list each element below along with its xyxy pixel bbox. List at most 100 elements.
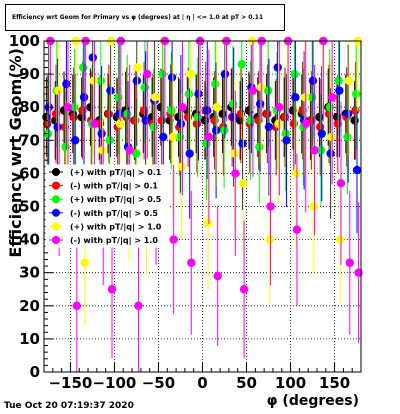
data-point-1-27 [280,112,290,122]
y-tick-label-8: 80 [19,98,40,116]
y-tick-label-10: 100 [9,32,40,50]
data-point-3-10 [132,76,142,85]
x-axis-label: φ (degrees) [267,393,359,409]
legend-box [45,164,169,248]
data-point-4-10 [133,63,142,72]
data-point-3-32 [326,149,335,158]
legend-label-0: (+) with pT/|q| > 0.1 [70,168,162,177]
data-point-4-26 [274,119,283,128]
data-point-2-3 [70,103,79,112]
data-point-2-30 [307,93,317,102]
data-point-3-31 [317,129,326,138]
data-point-3-34 [343,109,353,119]
data-point-1-22 [236,109,246,119]
x-tick-label-3: 0 [197,374,207,392]
data-point-3-14 [167,73,177,82]
data-point-4-32 [327,132,336,142]
x-tick-label-1: −100 [92,374,136,392]
data-point-4-12 [151,93,160,102]
data-point-3-18 [203,106,212,115]
data-point-2-17 [193,112,202,122]
data-point-3-21 [229,112,238,122]
data-point-3-26 [273,63,282,72]
data-point-3-5 [88,53,98,62]
data-point-4-6 [98,146,107,155]
data-point-1-28 [289,119,298,128]
data-point-4-24 [256,83,266,92]
legend-label-5: (-) with pT/|q| > 1.0 [70,236,158,245]
data-point-5-7 [107,285,117,294]
data-point-2-16 [184,89,194,99]
data-point-5-2 [63,103,73,112]
x-tick-label-6: 150 [319,374,350,392]
data-point-5-21 [231,169,240,178]
data-point-4-18 [203,218,213,228]
data-point-3-2 [62,79,71,89]
data-point-3-33 [335,86,344,95]
data-point-2-9 [123,109,132,119]
data-point-5-26 [275,103,284,112]
y-tick-label-2: 20 [19,297,40,315]
data-point-5-23 [248,86,258,95]
data-point-5-15 [178,103,187,112]
data-point-2-19 [211,79,220,89]
data-point-5-25 [266,202,275,211]
data-point-5-32 [327,93,337,102]
data-point-1-7 [104,109,114,119]
data-point-4-25 [265,235,274,244]
data-point-2-8 [114,93,123,102]
data-point-2-15 [175,132,185,142]
data-point-4-29 [300,93,310,102]
data-point-5-16 [187,258,196,267]
y-tick-label-7: 70 [19,131,40,149]
legend-marker-0 [52,168,60,176]
data-point-5-33 [336,179,346,188]
data-point-2-27 [281,129,290,138]
data-point-5-14 [169,235,178,244]
data-point-1-25 [263,109,272,119]
data-point-2-12 [149,122,158,132]
data-point-2-33 [334,76,343,85]
data-point-2-0 [43,129,53,138]
legend: (+) with pT/|q| > 0.1 (-) with pT/|q| > 0… [45,164,169,248]
data-point-1-4 [78,106,87,115]
data-point-4-19 [212,103,222,112]
y-axis-ticks: 0 10 20 30 40 50 60 70 80 90 100 [9,32,53,381]
x-tick-label-2: −50 [142,374,175,392]
data-point-2-28 [290,69,299,79]
data-point-2-25 [263,86,273,95]
title-box: Efficiency wrt Geom for Primary vs φ (de… [5,4,285,31]
legend-label-1: (-) with pT/|q| > 0.1 [70,182,158,191]
legend-marker-1 [52,181,60,190]
data-point-2-4 [79,63,88,72]
data-point-3-27 [282,136,291,145]
data-point-4-28 [291,169,301,178]
y-tick-label-3: 30 [19,264,40,282]
x-tick-label-4: 50 [236,374,257,392]
data-point-2-35 [352,89,361,99]
data-point-4-15 [177,162,186,171]
y-tick-label-6: 60 [19,164,40,182]
data-point-5-3 [72,301,82,310]
data-point-3-35 [352,165,362,175]
data-point-5-35 [354,268,363,277]
data-point-2-32 [325,103,334,112]
data-point-3-13 [159,132,168,142]
data-point-2-21 [228,99,238,109]
y-tick-label-1: 10 [19,330,40,348]
data-point-1-16 [183,112,193,122]
data-point-1-31 [315,122,325,132]
data-point-2-14 [167,106,176,115]
data-point-3-1 [53,122,62,132]
data-point-2-10 [131,149,141,158]
data-point-5-11 [143,69,152,79]
data-point-3-19 [211,126,221,135]
data-point-1-33 [333,119,342,128]
data-point-1-0 [43,119,52,128]
legend-marker-4 [52,222,60,231]
data-point-1-11 [139,106,149,115]
data-point-1-17 [192,119,202,128]
data-point-5-34 [345,258,354,267]
data-point-3-7 [106,86,115,95]
data-point-5-30 [310,146,319,155]
